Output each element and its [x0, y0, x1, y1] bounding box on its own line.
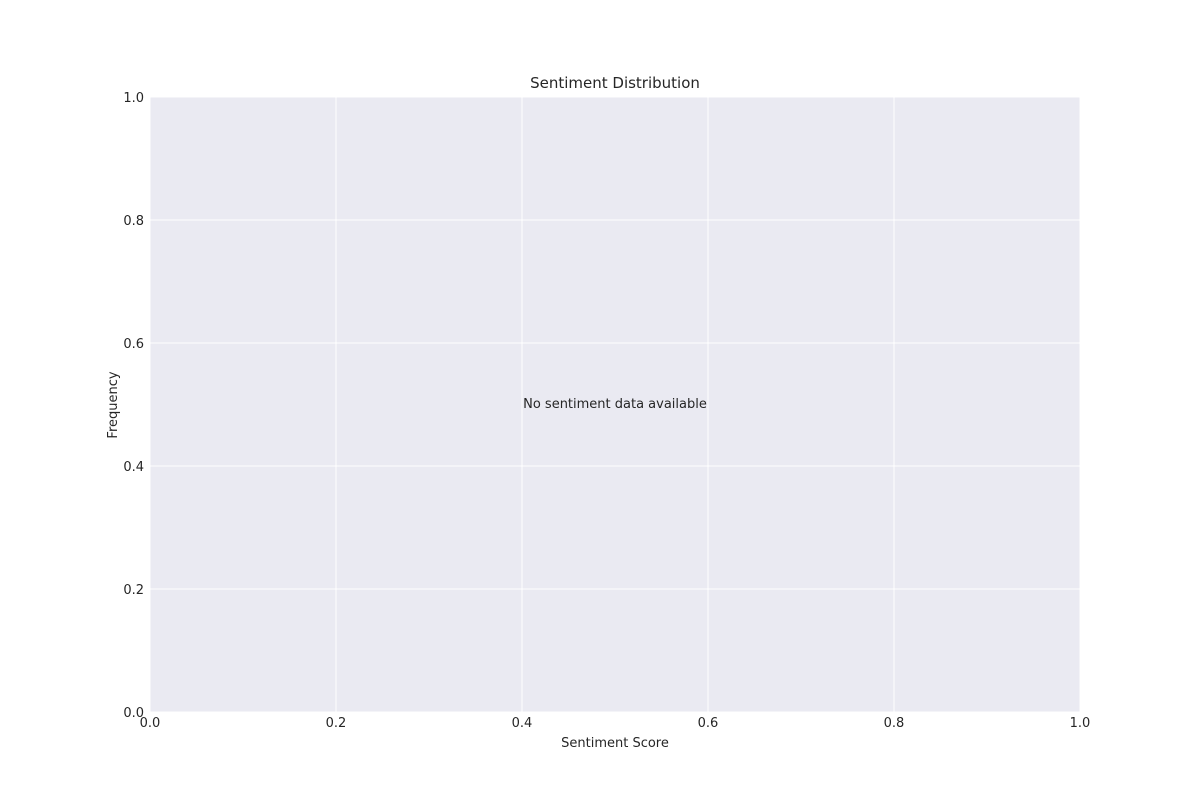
chart-title: Sentiment Distribution [530, 74, 700, 92]
y-tick-label: 0.8 [123, 214, 144, 229]
x-tick-label: 0.4 [512, 716, 533, 731]
y-tick-label: 0.6 [123, 337, 144, 352]
y-tick-label: 1.0 [123, 91, 144, 106]
empty-data-message: No sentiment data available [523, 397, 707, 412]
plot-area [150, 97, 1080, 712]
x-tick-label: 0.6 [698, 716, 719, 731]
y-tick-label: 0.0 [123, 706, 144, 721]
y-axis-label: Frequency [106, 371, 121, 438]
x-tick-label: 0.8 [884, 716, 905, 731]
grid-lines [149, 96, 1081, 713]
y-tick-label: 0.2 [123, 583, 144, 598]
y-axis-ticks: 0.0 0.2 0.4 0.6 0.8 1.0 [123, 91, 144, 721]
x-axis-label: Sentiment Score [561, 736, 669, 751]
x-axis-ticks: 0.0 0.2 0.4 0.6 0.8 1.0 [140, 716, 1091, 731]
x-tick-label: 1.0 [1070, 716, 1091, 731]
x-tick-label: 0.0 [140, 716, 161, 731]
x-tick-label: 0.2 [326, 716, 347, 731]
y-tick-label: 0.4 [123, 460, 144, 475]
